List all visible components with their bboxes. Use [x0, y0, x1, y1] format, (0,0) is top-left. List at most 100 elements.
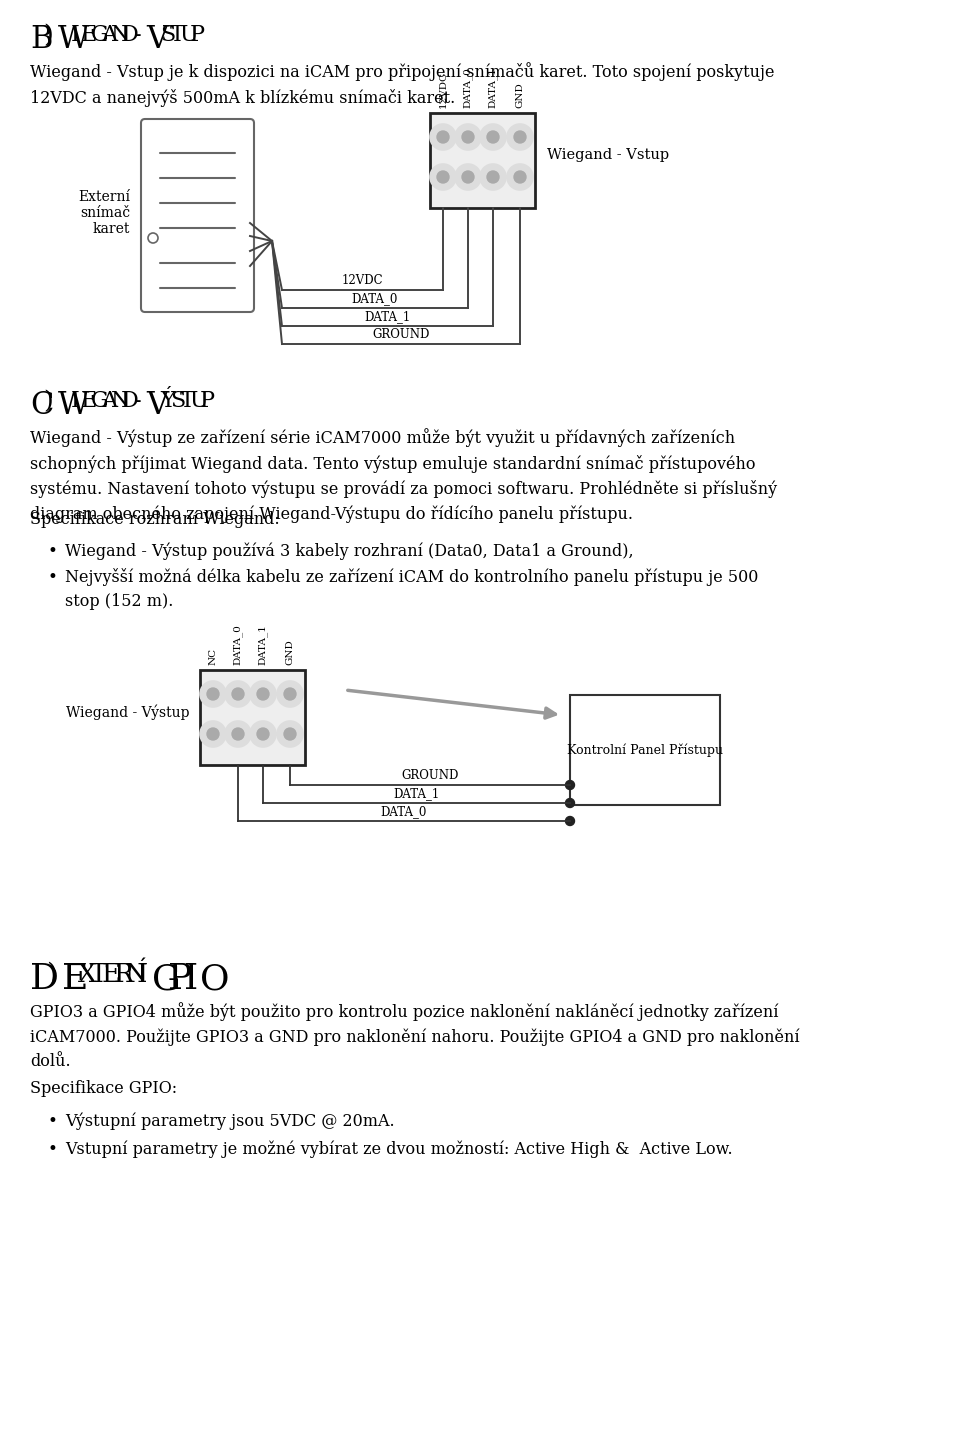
Circle shape [225, 722, 251, 748]
Circle shape [455, 124, 481, 150]
Circle shape [487, 171, 499, 184]
Circle shape [462, 132, 474, 143]
Text: E: E [102, 962, 121, 988]
Text: Kontrolní Panel Přístupu: Kontrolní Panel Přístupu [567, 743, 723, 756]
Circle shape [257, 688, 269, 700]
Text: T: T [180, 390, 195, 412]
Text: N: N [111, 390, 131, 412]
Text: DATA_0: DATA_0 [233, 625, 243, 665]
Circle shape [257, 727, 269, 740]
Text: DATA_0: DATA_0 [351, 292, 398, 305]
Circle shape [232, 727, 244, 740]
Text: GROUND: GROUND [372, 328, 430, 341]
Text: Specifikace rozhraní Wiegand:: Specifikace rozhraní Wiegand: [30, 510, 279, 528]
Text: P: P [168, 962, 192, 996]
Text: 12VDC: 12VDC [342, 273, 383, 286]
Text: •: • [48, 1139, 58, 1158]
Circle shape [207, 727, 219, 740]
Circle shape [437, 171, 449, 184]
Text: I: I [71, 25, 80, 46]
Circle shape [250, 681, 276, 707]
Text: Výstupní parametry jsou 5VDC @ 20mA.: Výstupní parametry jsou 5VDC @ 20mA. [65, 1112, 395, 1129]
Text: Wiegand - Výstup: Wiegand - Výstup [66, 704, 190, 720]
Circle shape [514, 171, 526, 184]
Text: W: W [58, 25, 89, 55]
Text: -: - [133, 390, 141, 412]
Text: S: S [160, 25, 175, 46]
Text: A: A [101, 25, 117, 46]
Text: P: P [190, 25, 204, 46]
Text: V: V [146, 25, 168, 55]
Text: G: G [152, 962, 180, 996]
Text: Wiegand - Vstup: Wiegand - Vstup [547, 147, 669, 162]
Bar [200, 669, 305, 765]
Circle shape [277, 681, 303, 707]
Circle shape [225, 681, 251, 707]
Text: P: P [200, 390, 215, 412]
Text: GND: GND [516, 82, 524, 108]
Text: Í: Í [137, 962, 148, 988]
Text: E: E [82, 390, 97, 412]
Circle shape [232, 688, 244, 700]
Text: V: V [146, 390, 168, 421]
Circle shape [207, 688, 219, 700]
Circle shape [277, 722, 303, 748]
Text: GROUND: GROUND [401, 769, 459, 782]
Text: Specifikace GPIO:: Specifikace GPIO: [30, 1080, 178, 1098]
Text: Externí
snímač
karet: Externí snímač karet [78, 189, 130, 236]
Circle shape [462, 171, 474, 184]
Text: N: N [111, 25, 131, 46]
Text: GND: GND [285, 639, 295, 665]
FancyBboxPatch shape [141, 119, 254, 312]
Circle shape [507, 124, 533, 150]
Circle shape [480, 124, 506, 150]
Text: B: B [30, 25, 53, 55]
Text: ): ) [46, 962, 57, 989]
Circle shape [514, 132, 526, 143]
Circle shape [437, 132, 449, 143]
Circle shape [200, 681, 226, 707]
Text: R: R [113, 962, 133, 988]
Text: Vstupní parametry je možné vybírat ze dvou možností: Active High &  Active Low.: Vstupní parametry je možné vybírat ze dv… [65, 1139, 732, 1157]
Text: Wiegand - Výstup používá 3 kabely rozhraní (Data0, Data1 a Ground),: Wiegand - Výstup používá 3 kabely rozhra… [65, 542, 634, 560]
Text: D: D [121, 25, 138, 46]
Text: •: • [48, 1112, 58, 1129]
Text: NC: NC [208, 648, 218, 665]
Text: S: S [170, 390, 185, 412]
Text: D: D [121, 390, 138, 412]
Circle shape [565, 817, 574, 826]
Text: DATA_0: DATA_0 [463, 67, 473, 108]
Text: C: C [30, 390, 54, 421]
Circle shape [565, 798, 574, 807]
Circle shape [430, 163, 456, 189]
Text: Wiegand - Výstup ze zařízení série iCAM7000 může být využit u přídavných zařízen: Wiegand - Výstup ze zařízení série iCAM7… [30, 428, 778, 523]
Circle shape [284, 688, 296, 700]
Circle shape [507, 163, 533, 189]
Text: Nejvyšší možná délka kabelu ze zařízení iCAM do kontrolního panelu přístupu je 5: Nejvyšší možná délka kabelu ze zařízení … [65, 568, 758, 610]
Circle shape [284, 727, 296, 740]
Text: U: U [180, 25, 199, 46]
Circle shape [430, 124, 456, 150]
Text: -: - [133, 25, 141, 46]
Text: DATA_1: DATA_1 [488, 67, 498, 108]
Text: DATA_1: DATA_1 [365, 309, 411, 322]
Text: Wiegand - Vstup je k dispozici na iCAM pro připojení snímačů karet. Toto spojení: Wiegand - Vstup je k dispozici na iCAM p… [30, 62, 775, 107]
Circle shape [455, 163, 481, 189]
Circle shape [487, 132, 499, 143]
Text: ): ) [43, 390, 54, 414]
Text: G: G [91, 25, 108, 46]
Text: W: W [58, 390, 89, 421]
Circle shape [250, 722, 276, 748]
Text: GPIO3 a GPIO4 může být použito pro kontrolu pozice naklonění nakláněcí jednotky : GPIO3 a GPIO4 může být použito pro kontr… [30, 1002, 800, 1070]
Text: ): ) [43, 25, 54, 48]
Text: Ý: Ý [160, 390, 175, 412]
Text: N: N [125, 962, 148, 988]
Bar [570, 696, 720, 805]
Bar [430, 113, 535, 208]
Text: D: D [30, 962, 59, 996]
Text: I: I [71, 390, 80, 412]
Text: DATA_1: DATA_1 [258, 625, 268, 665]
Text: E: E [61, 962, 88, 996]
Text: T: T [170, 25, 184, 46]
Text: E: E [82, 25, 97, 46]
